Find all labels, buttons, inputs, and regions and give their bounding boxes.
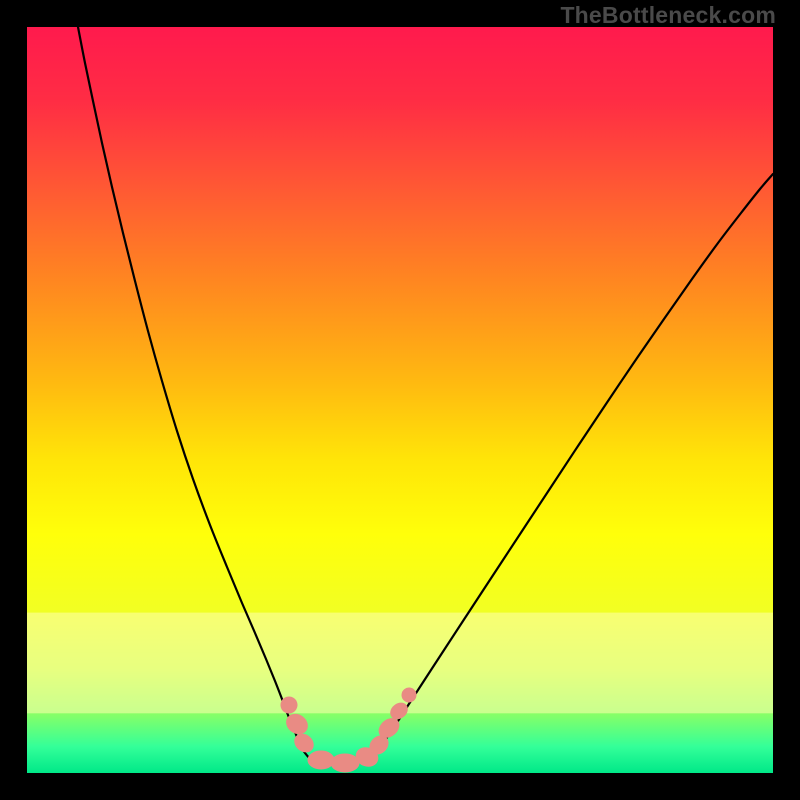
chart-frame: TheBottleneck.com <box>0 0 800 800</box>
pale-band <box>27 613 773 714</box>
plot-svg <box>27 27 773 773</box>
plot-area <box>27 27 773 773</box>
watermark-text: TheBottleneck.com <box>560 2 776 29</box>
curve-marker <box>308 751 334 769</box>
curve-marker <box>331 754 359 772</box>
